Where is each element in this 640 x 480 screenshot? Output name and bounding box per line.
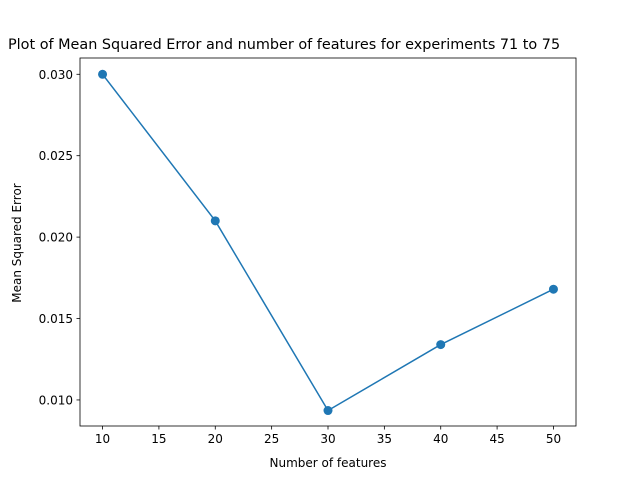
- x-axis-label: Number of features: [270, 456, 387, 470]
- data-point: [323, 406, 333, 416]
- x-tick-label: 25: [264, 432, 279, 446]
- data-point: [548, 284, 558, 294]
- y-tick-label: 0.025: [39, 149, 73, 163]
- plot-area: 10 15 20 25 30 35 40 45 50 0.010 0.015 0.020 0.025 0.…: [39, 57, 577, 446]
- y-tick-label: 0.020: [39, 231, 73, 245]
- x-tick-label: 10: [95, 432, 110, 446]
- y-tick-label: 0.030: [39, 68, 73, 82]
- y-axis-label: Mean Squared Error: [10, 183, 24, 303]
- chart-title: Plot of Mean Squared Error and number of…: [8, 37, 560, 53]
- data-point: [98, 69, 108, 79]
- data-point: [210, 216, 220, 226]
- x-tick-label: 15: [151, 432, 166, 446]
- x-tick-label: 50: [546, 432, 561, 446]
- y-tick-label: 0.015: [39, 312, 73, 326]
- x-tick-label: 20: [208, 432, 223, 446]
- y-tick-label: 0.010: [39, 393, 73, 407]
- data-point: [436, 340, 446, 350]
- x-tick-label: 35: [377, 432, 392, 446]
- x-tick-label: 45: [489, 432, 504, 446]
- x-tick-label: 30: [320, 432, 335, 446]
- x-tick-label: 40: [433, 432, 448, 446]
